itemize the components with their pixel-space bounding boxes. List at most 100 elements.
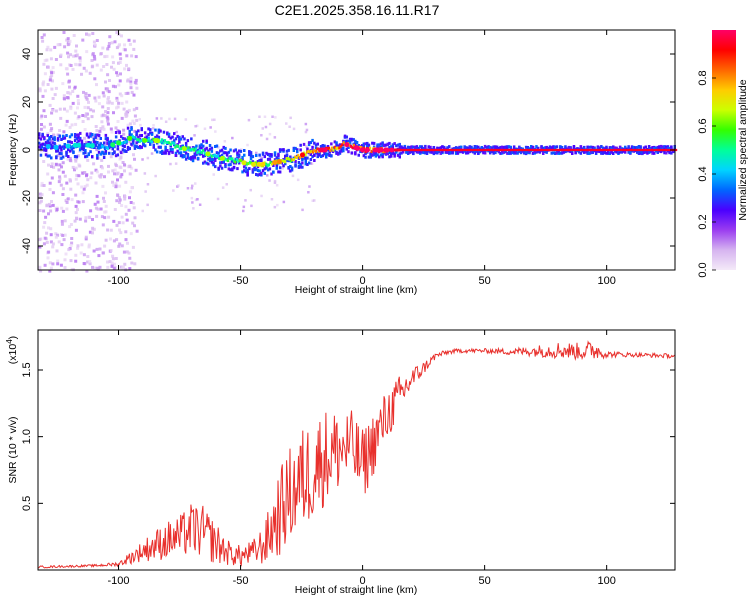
- spectrogram-noise-cell: [38, 238, 42, 242]
- spectrogram-ridge-cell: [459, 148, 462, 152]
- spectrogram-ridge-cell: [196, 151, 199, 155]
- spectrogram-halo-cell: [371, 153, 374, 157]
- spectrogram-noise-cell: [83, 105, 87, 109]
- spectrogram-halo-cell: [509, 146, 512, 150]
- spectrogram-noise-cell: [112, 266, 116, 270]
- spectrogram-ridge-cell: [411, 148, 414, 152]
- spectrogram-noise-cell: [106, 107, 110, 110]
- spectrogram-halo-cell: [82, 148, 85, 152]
- spectrogram-noise-cell: [69, 259, 73, 263]
- spectrogram-halo-cell: [555, 151, 559, 155]
- spectrogram-noise-cell: [123, 169, 126, 173]
- spectrogram-ridge-cell: [576, 148, 580, 152]
- spectrogram-noise-cell: [87, 243, 91, 247]
- spectrogram-noise-cell: [249, 188, 252, 192]
- snr-marks: [38, 340, 675, 569]
- spectrogram-halo-cell: [309, 158, 313, 161]
- spectrogram-ridge-cell: [136, 138, 139, 142]
- spectrogram-halo-cell: [248, 150, 251, 154]
- spectrogram-ridge-cell: [165, 141, 168, 144]
- spectrogram-halo-cell: [524, 145, 528, 149]
- spectrogram-halo-cell: [328, 153, 331, 157]
- spectrogram-halo-cell: [473, 145, 477, 148]
- spectrogram-noise-cell: [217, 146, 220, 149]
- spectrogram-ridge-cell: [42, 142, 45, 146]
- spectrogram-ridge-cell: [408, 148, 411, 152]
- spectrogram-noise-cell: [273, 205, 277, 209]
- spectrogram-halo-cell: [292, 149, 296, 152]
- spectrogram-noise-cell: [313, 199, 316, 202]
- spectrogram-ridge-cell: [667, 148, 670, 152]
- spectrogram-halo-cell: [48, 141, 51, 145]
- spectrogram-noise-cell: [82, 187, 86, 191]
- spectrogram-noise-cell: [125, 250, 129, 254]
- spectrogram-halo-cell: [154, 128, 157, 132]
- spectrogram-ridge-cell: [522, 148, 525, 152]
- spectrogram-halo-cell: [39, 153, 43, 157]
- spectrogram-noise-cell: [105, 54, 109, 58]
- spectrogram-noise-cell: [120, 34, 123, 38]
- spectrogram-halo-cell: [70, 133, 73, 137]
- spectrogram-halo-cell: [381, 155, 384, 159]
- spectrogram-peak-blob: [300, 152, 305, 158]
- spectrogram-noise-cell: [168, 117, 171, 121]
- spectrogram-noise-cell: [190, 196, 194, 200]
- spectrogram-halo-cell: [174, 137, 178, 141]
- spectrogram-noise-cell: [130, 90, 134, 94]
- spectrogram-ridge-cell: [593, 148, 596, 152]
- spectrogram-ridge-cell: [600, 148, 603, 152]
- spectrogram-halo-cell: [384, 143, 388, 147]
- spectrogram-halo-cell: [181, 135, 184, 139]
- spectrogram-halo-cell: [258, 169, 261, 173]
- spectrogram-halo-cell: [176, 134, 179, 138]
- spectrogram-halo-cell: [550, 151, 553, 155]
- spectrogram-halo-cell: [96, 156, 99, 160]
- spectrogram-halo-cell: [304, 159, 307, 163]
- spectrogram-halo-cell: [43, 148, 46, 152]
- spectrogram-noise-cell: [91, 135, 95, 139]
- spectrogram-noise-cell: [48, 261, 52, 265]
- spectrogram-noise-cell: [65, 181, 69, 185]
- spectrogram-noise-cell: [69, 92, 72, 96]
- spectrogram-ridge-cell: [310, 149, 313, 153]
- spectrogram-halo-cell: [574, 151, 577, 155]
- spectrogram-halo-cell: [68, 149, 72, 153]
- spectrogram-noise-cell: [65, 109, 69, 113]
- spectrogram-halo-cell: [99, 137, 102, 140]
- spectrogram-noise-cell: [83, 171, 87, 174]
- spectrogram-halo-cell: [130, 127, 133, 131]
- spectrogram-noise-cell: [128, 256, 132, 260]
- spectrogram-noise-cell: [102, 127, 106, 131]
- spectrogram-halo-cell: [162, 151, 166, 155]
- spectrogram-halo-cell: [362, 154, 366, 158]
- spectrogram-noise-cell: [116, 105, 120, 109]
- spectrogram-noise-cell: [46, 256, 50, 260]
- spectrogram-noise-cell: [85, 183, 89, 187]
- spectrogram-noise-cell: [84, 235, 88, 239]
- spectrogram-halo-cell: [531, 145, 535, 149]
- spectrogram-noise-cell: [128, 190, 132, 194]
- spectrogram-noise-cell: [113, 172, 116, 176]
- spectrogram-halo-cell: [236, 151, 239, 155]
- spectrogram-halo-cell: [142, 142, 145, 146]
- spectrogram-halo-cell: [395, 144, 398, 148]
- spectrogram-halo-cell: [316, 142, 319, 146]
- spectrogram-noise-cell: [86, 255, 90, 258]
- spectrogram-noise-cell: [92, 162, 96, 166]
- spectrogram-noise-cell: [126, 241, 129, 245]
- spectrogram-halo-cell: [208, 156, 212, 160]
- spectrogram-noise-cell: [102, 94, 106, 98]
- spectrogram-ridge-cell: [146, 139, 149, 142]
- spectrogram-halo-cell: [202, 154, 205, 158]
- spectrogram-ridge-cell: [420, 148, 423, 152]
- spectrogram-noise-cell: [132, 206, 136, 210]
- spectrogram-noise-cell: [304, 130, 308, 134]
- spectrogram-halo-cell: [301, 158, 304, 162]
- spectrogram-halo-cell: [109, 141, 113, 144]
- spectrogram-noise-cell: [132, 47, 136, 51]
- spectrogram-halo-cell: [73, 139, 77, 143]
- spectrogram-halo-cell: [147, 133, 150, 137]
- spectrogram-noise-cell: [114, 184, 118, 188]
- spectrogram-noise-cell: [143, 172, 147, 175]
